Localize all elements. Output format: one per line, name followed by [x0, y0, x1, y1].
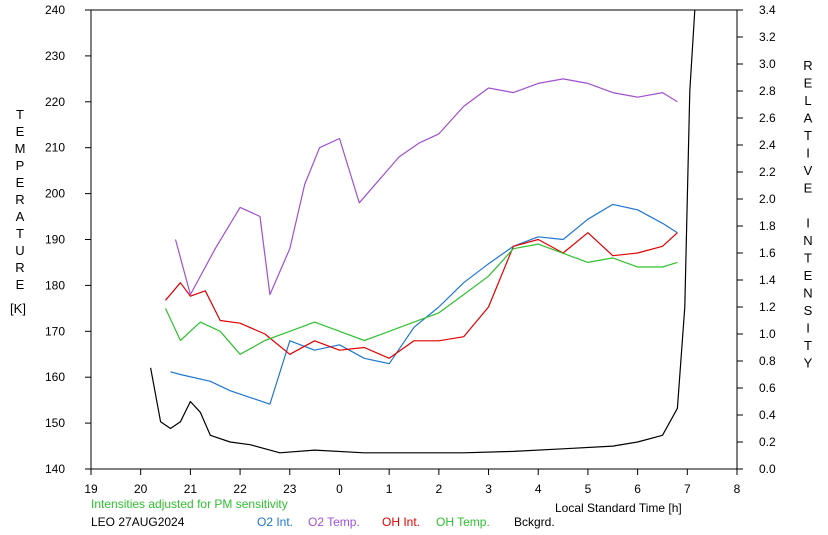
left-tick-label: 200 — [45, 187, 65, 201]
right-axis-title-letter: A — [804, 111, 813, 126]
left-tick-label: 220 — [45, 95, 65, 109]
x-tick-label: 22 — [233, 482, 247, 496]
left-axis-ticks: 140 150 160 170 180 190 200 210 220 230 240 — [45, 3, 91, 476]
left-axis-title-letter: R — [15, 260, 24, 275]
x-tick-label: 6 — [634, 482, 641, 496]
plot-frame — [90, 9, 738, 470]
x-tick-label: 20 — [134, 482, 148, 496]
x-tick-label: 0 — [336, 482, 343, 496]
right-tick-label: 0.8 — [759, 354, 776, 368]
right-axis-title-letter: T — [804, 128, 812, 143]
x-tick-label: 1 — [386, 482, 393, 496]
sensitivity-note: Intensities adjusted for PM sensitivity — [91, 497, 288, 511]
right-axis-title-letter: L — [804, 93, 811, 108]
left-tick-label: 160 — [45, 370, 65, 384]
left-axis-title-letter: E — [16, 175, 25, 190]
right-axis-title-letter: E — [804, 76, 813, 91]
x-tick-label: 7 — [684, 482, 691, 496]
legend-oh-temp: OH Temp. — [436, 515, 490, 529]
right-axis-title-letter: R — [803, 58, 812, 73]
x-tick-label: 3 — [485, 482, 492, 496]
background-line — [150, 9, 696, 454]
x-tick-label: 2 — [436, 482, 443, 496]
left-axis-unit: [K] — [10, 301, 26, 316]
legend-background: Bckgrd. — [514, 515, 555, 529]
x-tick-label: 21 — [184, 482, 198, 496]
right-tick-label: 0.4 — [759, 408, 776, 422]
left-axis-title-letter: E — [16, 277, 25, 292]
x-tick-label: 8 — [734, 482, 741, 496]
right-tick-label: 2.8 — [759, 84, 776, 98]
right-axis-title-letter: V — [804, 163, 813, 178]
left-axis-title-letter: E — [16, 124, 25, 139]
oh-int-line — [165, 232, 678, 359]
x-axis-label: Local Standard Time [h] — [555, 501, 682, 515]
right-tick-label: 2.2 — [759, 165, 776, 179]
left-tick-label: 240 — [45, 3, 65, 17]
right-axis-title-letter: N — [803, 233, 812, 248]
right-axis-title-letter: S — [804, 303, 813, 318]
right-axis-ticks: 0.0 0.2 0.4 0.6 0.8 1.0 1.2 1.4 1.6 1.8 2.0 2.2 2.4 2… — [737, 3, 776, 476]
right-tick-label: 0.0 — [759, 462, 776, 476]
left-axis-title-letter: P — [16, 158, 25, 173]
x-tick-label: 5 — [585, 482, 592, 496]
o2-int-line — [170, 203, 678, 405]
right-axis-title-letter: N — [803, 286, 812, 301]
right-axis-title-letter: I — [806, 146, 810, 161]
right-axis-title-letter: E — [804, 268, 813, 283]
right-axis-title-letter: T — [804, 338, 812, 353]
left-axis-title-letter: M — [15, 141, 26, 156]
right-axis-title-letter: E — [804, 181, 813, 196]
right-tick-label: 1.0 — [759, 327, 776, 341]
x-axis-ticks: 19 20 21 22 23 0 1 2 3 4 5 6 7 8 — [84, 469, 741, 496]
left-axis-title-letter: T — [16, 107, 24, 122]
right-axis-title-letter: T — [804, 251, 812, 266]
x-tick-label: 19 — [84, 482, 98, 496]
right-axis-title-letter: I — [806, 321, 810, 336]
right-tick-label: 1.6 — [759, 246, 776, 260]
left-axis-title-letter: T — [16, 226, 24, 241]
right-tick-label: 2.4 — [759, 138, 776, 152]
left-tick-label: 170 — [45, 324, 65, 338]
right-tick-label: 3.0 — [759, 57, 776, 71]
x-tick-label: 4 — [535, 482, 542, 496]
right-tick-label: 1.4 — [759, 273, 776, 287]
legend-o2-temp: O2 Temp. — [308, 515, 360, 529]
right-tick-label: 1.2 — [759, 300, 776, 314]
legend-oh-int: OH Int. — [382, 515, 420, 529]
x-tick-label: 23 — [283, 482, 297, 496]
left-tick-label: 180 — [45, 278, 65, 292]
left-tick-label: 190 — [45, 233, 65, 247]
left-tick-label: 140 — [45, 462, 65, 476]
right-tick-label: 2.0 — [759, 192, 776, 206]
right-tick-label: 0.2 — [759, 435, 776, 449]
right-tick-label: 3.2 — [759, 30, 776, 44]
left-axis-title-letter: R — [15, 192, 24, 207]
station-date: LEO 27AUG2024 — [91, 515, 185, 529]
right-tick-label: 3.4 — [759, 3, 776, 17]
right-axis-title-letter: I — [806, 216, 810, 231]
series-layer — [150, 9, 696, 454]
left-tick-label: 150 — [45, 416, 65, 430]
right-tick-label: 2.6 — [759, 111, 776, 125]
right-axis-title-letter: Y — [804, 356, 813, 371]
right-tick-label: 0.6 — [759, 381, 776, 395]
right-tick-label: 1.8 — [759, 219, 776, 233]
left-tick-label: 210 — [45, 141, 65, 155]
left-tick-label: 230 — [45, 49, 65, 63]
left-axis-title-letter: U — [15, 243, 24, 258]
left-axis-title-letter: A — [16, 209, 25, 224]
oh-temp-line — [164, 243, 678, 355]
o2-temp-line — [174, 78, 678, 296]
legend-o2-int: O2 Int. — [257, 515, 293, 529]
